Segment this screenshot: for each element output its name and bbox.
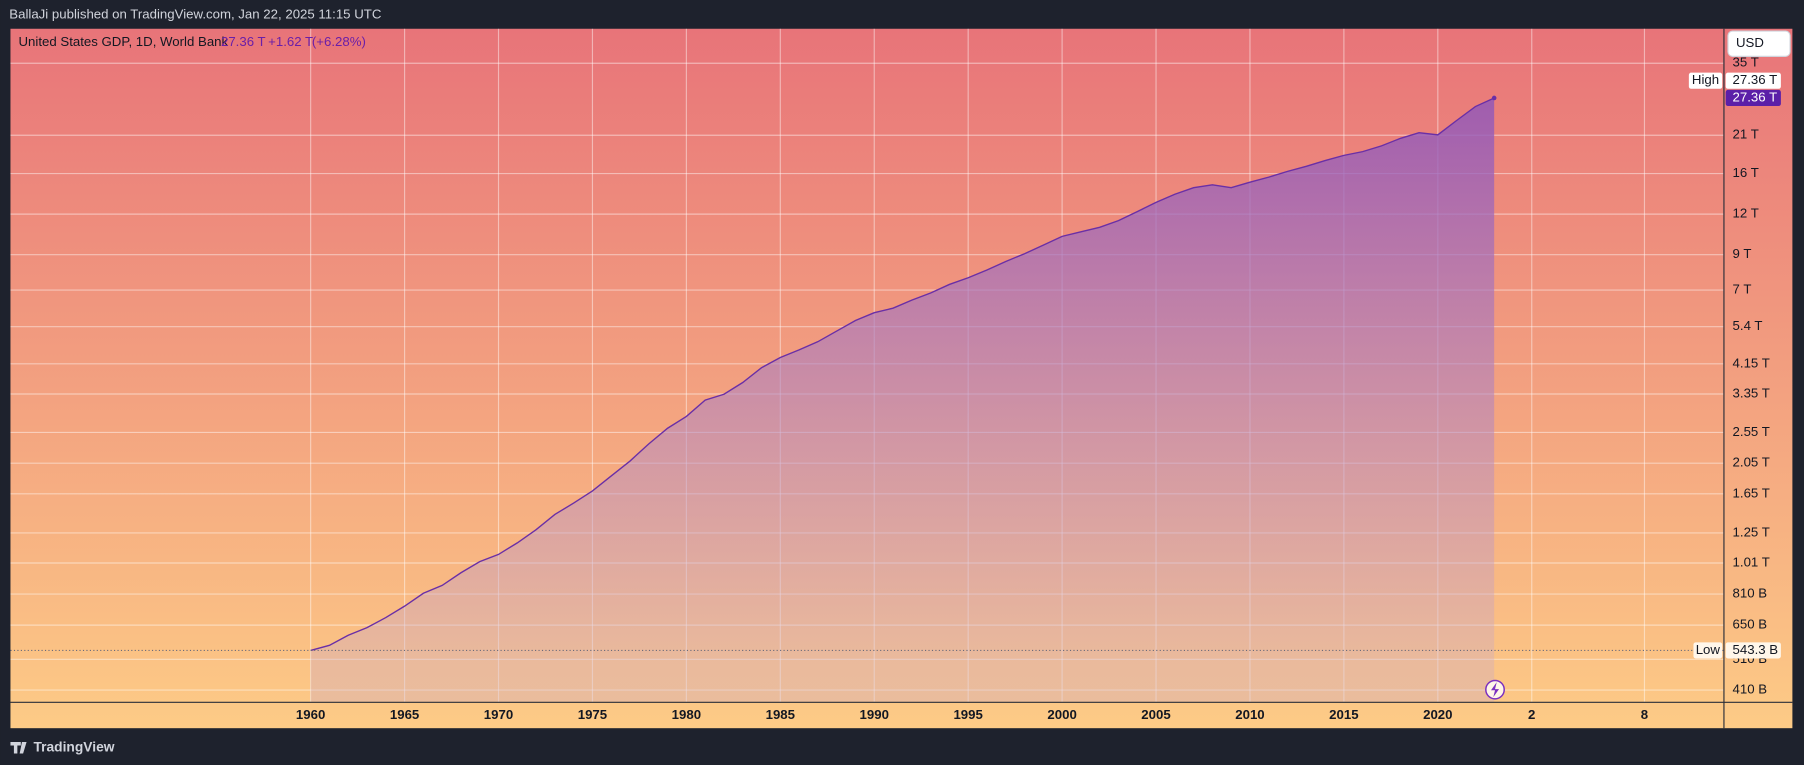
y-tick-label: 1.25 T <box>1733 524 1770 539</box>
high-value-box <box>1725 72 1781 89</box>
x-tick-label: 1975 <box>578 707 607 722</box>
low-value-box <box>1725 642 1781 659</box>
event-icon-bolt <box>1490 682 1500 698</box>
y-tick-label: 1.65 T <box>1733 485 1770 500</box>
price-labels: High 27.36 T 27.36 T Low 543.3 B <box>1688 72 1781 659</box>
area-fill <box>310 97 1495 702</box>
current-value-box <box>1725 89 1781 107</box>
y-tick-label: 810 B <box>1733 586 1768 601</box>
x-tick-label: 1990 <box>860 707 889 722</box>
currency-button[interactable] <box>1727 30 1791 57</box>
y-tick-label: 3.35 T <box>1733 385 1770 400</box>
area-line <box>310 97 1495 652</box>
low-value: 543.3 B <box>1733 642 1779 657</box>
current-value: 27.36 T <box>1733 89 1778 104</box>
change-percent: (+6.28%) <box>312 34 366 49</box>
x-tick-label: 1985 <box>766 707 795 722</box>
x-tick-label: 1965 <box>390 707 419 722</box>
x-tick-label: 1970 <box>484 707 513 722</box>
y-tick-label: 9 T <box>1733 246 1752 261</box>
y-tick-label: 7 T <box>1733 282 1752 297</box>
x-tick-label: 1995 <box>953 707 982 722</box>
y-tick-label: 2.05 T <box>1733 455 1770 470</box>
brand-logo <box>10 741 27 754</box>
x-tick-label: 8 <box>1641 707 1648 722</box>
chart-title: United States GDP, 1D, World Bank <box>19 34 229 49</box>
y-tick-label: 4.15 T <box>1733 355 1770 370</box>
y-tick-label: 410 B <box>1733 682 1768 697</box>
y-tick-label: 35 T <box>1733 55 1759 70</box>
x-tick-label: 2010 <box>1235 707 1264 722</box>
last-point <box>1491 95 1497 101</box>
x-tick-label: 1980 <box>672 707 701 722</box>
x-tick-label: 2020 <box>1423 707 1452 722</box>
x-tick-label: 2005 <box>1141 707 1170 722</box>
currency[interactable]: USD <box>1736 35 1764 50</box>
data <box>10 95 1724 702</box>
brand: TradingView <box>33 739 114 754</box>
change: +1.62 T <box>268 34 313 49</box>
y-tick-label: 12 T <box>1733 206 1759 221</box>
y-tick-label: 5.4 T <box>1733 318 1763 333</box>
low-text: Low <box>1696 642 1721 657</box>
published-line: BallaJi published on TradingView.com, Ja… <box>9 6 382 21</box>
x-tick-label: 2000 <box>1047 707 1076 722</box>
high-text: High <box>1692 72 1719 87</box>
high-value: 27.36 T <box>1733 72 1778 87</box>
x-tick-label: 2 <box>1528 707 1535 722</box>
high-tag <box>1688 72 1723 89</box>
x-tick-label: 1960 <box>296 707 325 722</box>
y-tick-label: 1.01 T <box>1733 555 1770 570</box>
y-tick-label: 16 T <box>1733 165 1759 180</box>
y-tick-label: 2.55 T <box>1733 424 1770 439</box>
y-tick-label: 650 B <box>1733 617 1768 632</box>
y-tick-label: 21 T <box>1733 127 1759 142</box>
low-tag <box>1693 642 1723 659</box>
axes: 35 T 21 T 16 T 12 T 9 T 7 T 5.4 T 4.15 T 3.35 T 2… <box>296 55 1770 722</box>
x-tick-label: 2015 <box>1329 707 1358 722</box>
last-value: 27.36 T <box>221 34 266 49</box>
